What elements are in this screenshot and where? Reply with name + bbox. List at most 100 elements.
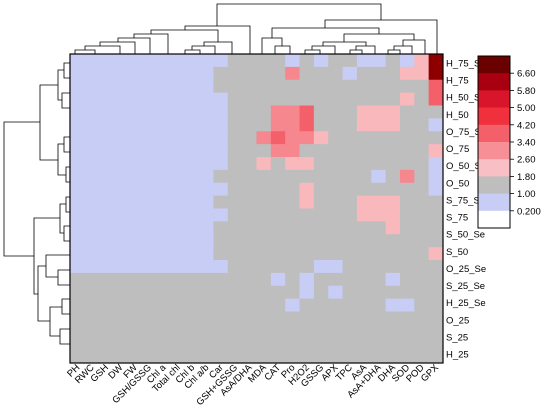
heatmap-cell — [213, 234, 229, 248]
heatmap-cell — [256, 208, 272, 222]
heatmap-cell — [371, 234, 387, 248]
heatmap-cell — [328, 169, 343, 184]
row-label: H_50_Se — [446, 93, 486, 104]
heatmap-cell — [113, 66, 128, 81]
heatmap-cell — [242, 79, 257, 94]
heatmap-cell — [299, 169, 315, 184]
heatmap-cell — [285, 247, 300, 261]
heatmap-cell — [313, 285, 329, 300]
heatmap-cell — [141, 66, 157, 81]
heatmap-cell — [285, 169, 300, 184]
heatmap-cell — [270, 247, 286, 261]
heatmap-cell — [371, 118, 387, 132]
heatmap-cell — [213, 54, 229, 68]
heatmap-cell — [170, 285, 186, 300]
heatmap-cell — [313, 195, 329, 209]
heatmap-cell — [156, 247, 171, 261]
heatmap-cell — [127, 118, 143, 132]
heatmap-cell — [356, 66, 372, 81]
heatmap-cell — [113, 234, 128, 248]
heatmap-cell — [141, 298, 157, 312]
heatmap-cell — [285, 208, 300, 222]
heatmap-cell — [270, 272, 286, 287]
heatmap-cell — [242, 350, 257, 364]
heatmap-cell — [113, 157, 128, 171]
heatmap-cell — [227, 208, 243, 222]
heatmap-cell — [256, 311, 272, 325]
heatmap-cell — [227, 195, 243, 209]
heatmap-cell — [414, 118, 430, 132]
heatmap-cell — [313, 298, 329, 312]
heatmap-cell — [414, 234, 430, 248]
heatmap-cell — [227, 169, 243, 184]
heatmap-cell — [385, 79, 401, 94]
heatmap-cell — [385, 118, 401, 132]
heatmap-cell — [184, 350, 200, 364]
heatmap-cell — [285, 311, 300, 325]
legend-labels: 6.60 5.80 5.00 4.20 3.40 2.60 1.80 1.00 0.200 — [510, 69, 541, 217]
heatmap-cell — [256, 157, 272, 171]
heatmap-cell — [371, 169, 387, 184]
heatmap-cell — [399, 92, 415, 106]
heatmap-cell — [70, 208, 85, 222]
heatmap-cell — [184, 79, 200, 94]
legend-swatch — [478, 142, 510, 160]
heatmap-cell — [328, 66, 343, 81]
heatmap-cell — [342, 92, 358, 106]
heatmap-cell — [270, 118, 286, 132]
heatmap-cell — [242, 54, 257, 68]
heatmap-cell — [98, 157, 114, 171]
heatmap-cell — [328, 195, 343, 209]
heatmap-cell — [299, 105, 315, 119]
row-label: S_75 — [446, 213, 468, 224]
heatmap-cell — [342, 234, 358, 248]
heatmap-cell — [213, 298, 229, 312]
heatmap-cell — [170, 195, 186, 209]
heatmap-cell — [70, 118, 85, 132]
heatmap-cell — [170, 234, 186, 248]
heatmap-cell — [213, 350, 229, 364]
heatmap-cell — [385, 298, 401, 312]
heatmap-cell — [141, 195, 157, 209]
heatmap-cell — [227, 260, 243, 274]
heatmap-cell — [371, 311, 387, 325]
heatmap-cell — [428, 54, 444, 68]
heatmap-cell — [414, 350, 430, 364]
heatmap-cell — [399, 208, 415, 222]
heatmap-cell — [428, 157, 444, 171]
heatmap-cell — [113, 144, 128, 158]
heatmap-cell — [328, 182, 343, 197]
heatmap-cell — [428, 182, 444, 197]
heatmap-cell — [199, 131, 214, 145]
heatmap-cell — [285, 337, 300, 351]
heatmap-cell — [399, 260, 415, 274]
heatmap-cell — [285, 131, 300, 145]
heatmap-cell — [227, 272, 243, 287]
heatmap-cell — [414, 182, 430, 197]
heatmap-cell — [156, 182, 171, 197]
heatmap-cell — [385, 311, 401, 325]
heatmap-cell — [242, 272, 257, 287]
heatmap-cell — [156, 221, 171, 235]
heatmap-cell — [399, 324, 415, 338]
heatmap-cell — [184, 169, 200, 184]
legend-swatch — [478, 193, 510, 212]
heatmap-cell — [328, 247, 343, 261]
heatmap-cell — [199, 247, 214, 261]
heatmap-cell — [299, 324, 315, 338]
heatmap-cell — [141, 208, 157, 222]
heatmap-cell — [342, 157, 358, 171]
legend-swatch — [478, 124, 510, 143]
heatmap-cell — [285, 118, 300, 132]
heatmap-cell — [127, 144, 143, 158]
heatmap-cell — [170, 182, 186, 197]
heatmap-cell — [270, 54, 286, 68]
heatmap-cell — [256, 169, 272, 184]
heatmap-cell — [84, 92, 100, 106]
heatmap-cell — [113, 169, 128, 184]
heatmap-cell — [113, 182, 128, 197]
heatmap-cell — [184, 234, 200, 248]
heatmap-cell — [113, 247, 128, 261]
heatmap-cell — [242, 234, 257, 248]
heatmap-cell — [227, 234, 243, 248]
